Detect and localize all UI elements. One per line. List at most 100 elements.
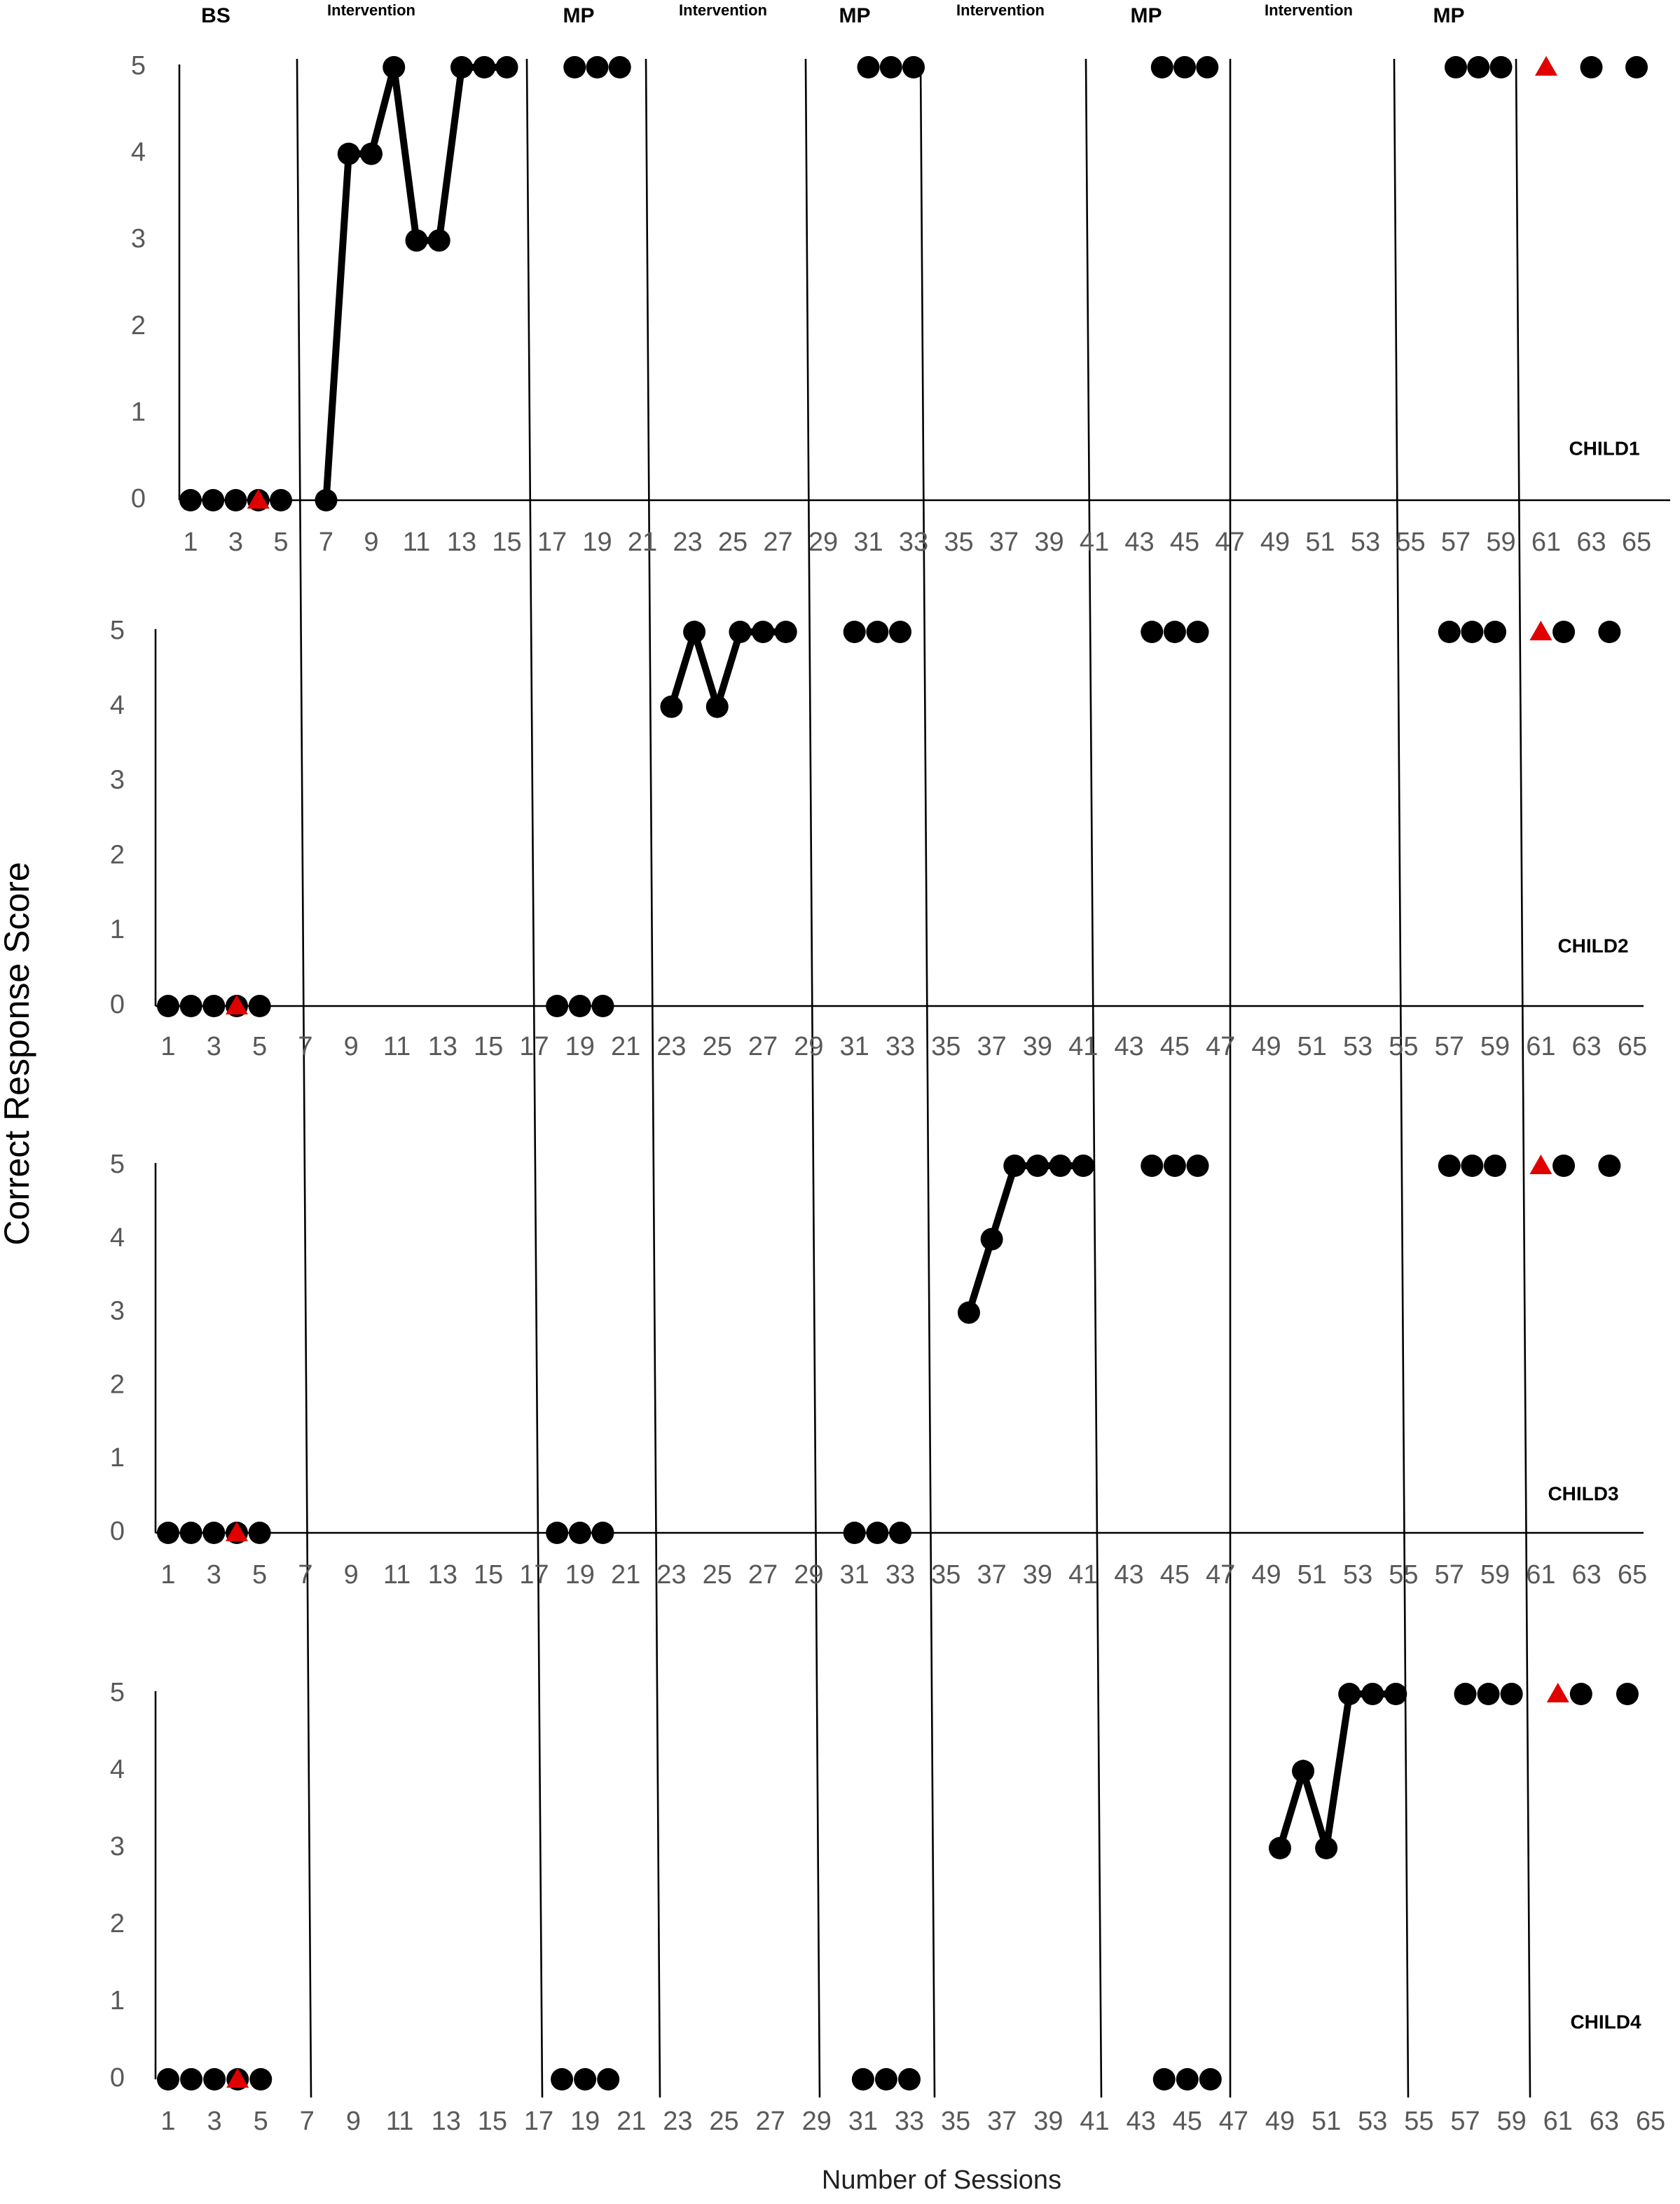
x-tick-label: 61: [1543, 2107, 1573, 2136]
x-tick-label: 59: [1480, 1560, 1510, 1590]
x-tick-label: 43: [1114, 1560, 1143, 1590]
data-point: [568, 995, 591, 1017]
data-point: [774, 621, 797, 643]
data-point: [1484, 621, 1507, 643]
x-tick-label: 59: [1486, 528, 1515, 557]
x-tick-label: 61: [1526, 1560, 1555, 1590]
y-tick-label: 4: [110, 1223, 125, 1253]
y-tick-label: 0: [131, 484, 146, 514]
x-tick-label: 13: [428, 1560, 457, 1590]
data-point: [1176, 2068, 1199, 2091]
panel-label: CHILD1: [1569, 437, 1639, 459]
data-point: [179, 1522, 202, 1544]
data-point: [874, 2068, 897, 2091]
data-point: [202, 1522, 226, 1544]
x-tick-label: 55: [1389, 1560, 1418, 1590]
x-tick-label: 63: [1572, 1560, 1602, 1590]
phase-label: MP: [1131, 4, 1162, 27]
x-tick-label: 65: [1618, 1032, 1647, 1061]
y-tick-label: 3: [110, 766, 125, 795]
phase-label: MP: [839, 4, 871, 27]
data-point: [591, 1522, 614, 1544]
x-tick-label: 13: [447, 528, 476, 557]
data-point: [1438, 1155, 1461, 1177]
x-tick-label: 15: [492, 528, 521, 557]
x-tick-label: 39: [1034, 528, 1063, 557]
x-tick-label: 9: [344, 1560, 359, 1590]
x-tick-label: 1: [183, 528, 198, 557]
y-tick-label: 4: [131, 138, 146, 167]
x-tick-label: 31: [840, 1560, 869, 1590]
x-tick-label: 27: [748, 1032, 778, 1061]
y-tick-label: 2: [131, 311, 146, 340]
x-tick-label: 61: [1531, 528, 1561, 557]
x-tick-label: 57: [1435, 1032, 1464, 1061]
x-tick-label: 23: [656, 1032, 686, 1061]
data-point: [1489, 56, 1513, 78]
data-point: [495, 56, 518, 78]
data-point: [1454, 1683, 1477, 1705]
x-tick-label: 57: [1450, 2107, 1480, 2136]
x-tick-label: 7: [319, 528, 333, 557]
x-tick-label: 21: [611, 1032, 640, 1061]
x-tick-label: 11: [386, 2107, 413, 2136]
data-point: [180, 2068, 203, 2091]
probe-marker: [225, 1522, 248, 1541]
data-point: [551, 2068, 574, 2091]
data-point: [202, 995, 226, 1017]
data-point: [889, 621, 911, 643]
data-point: [843, 621, 866, 643]
data-point: [1338, 1683, 1361, 1705]
phase-line: [525, 58, 544, 2098]
data-point: [270, 489, 292, 511]
y-tick-label: 4: [110, 691, 125, 720]
data-point: [1467, 56, 1490, 78]
x-tick-label: 35: [931, 1560, 961, 1590]
x-tick-label: 65: [1622, 528, 1651, 557]
x-tick-label: 11: [403, 528, 430, 557]
x-tick-label: 45: [1173, 2107, 1202, 2136]
x-tick-label: 53: [1358, 2107, 1387, 2136]
x-tick-label: 1: [160, 1032, 175, 1061]
x-tick-label: 45: [1160, 1032, 1190, 1061]
x-tick-label: 55: [1396, 528, 1425, 557]
y-axis-title: Correct Response Score: [0, 862, 36, 1245]
data-point: [705, 695, 729, 718]
x-tick-label: 21: [617, 2107, 646, 2136]
x-tick-label: 13: [428, 1032, 457, 1061]
data-point: [202, 489, 225, 511]
data-point: [879, 56, 902, 78]
data-point: [1445, 56, 1467, 78]
y-tick-label: 3: [110, 1832, 125, 1861]
phase-line: [296, 58, 312, 2098]
x-tick-label: 65: [1618, 1560, 1647, 1590]
x-tick-label: 43: [1114, 1032, 1143, 1061]
data-point: [752, 621, 775, 643]
panel-label: CHILD3: [1548, 1482, 1618, 1504]
data-point: [1616, 1683, 1639, 1705]
data-point: [1269, 1837, 1291, 1859]
phase-label: Intervention: [956, 1, 1045, 19]
data-point: [851, 2068, 874, 2091]
data-point: [1292, 1760, 1315, 1782]
data-point: [1186, 1155, 1209, 1177]
x-tick-label: 35: [941, 2107, 970, 2136]
x-tick-label: 25: [703, 1560, 732, 1590]
x-tick-label: 7: [298, 1032, 312, 1061]
x-tick-label: 23: [673, 528, 702, 557]
x-tick-label: 63: [1576, 528, 1606, 557]
x-tick-label: 29: [802, 2107, 832, 2136]
x-tick-label: 31: [853, 528, 883, 557]
data-point: [473, 56, 496, 78]
phase-label: MP: [1433, 4, 1465, 27]
x-tick-label: 19: [565, 1560, 595, 1590]
data-point: [1384, 1683, 1407, 1705]
x-tick-label: 49: [1251, 1560, 1281, 1590]
data-point: [574, 2068, 597, 2091]
x-tick-label: 51: [1297, 1032, 1327, 1061]
data-point: [405, 229, 428, 252]
phase-label: Intervention: [1265, 1, 1353, 19]
y-tick-label: 4: [110, 1755, 125, 1784]
data-point: [1552, 1155, 1576, 1177]
